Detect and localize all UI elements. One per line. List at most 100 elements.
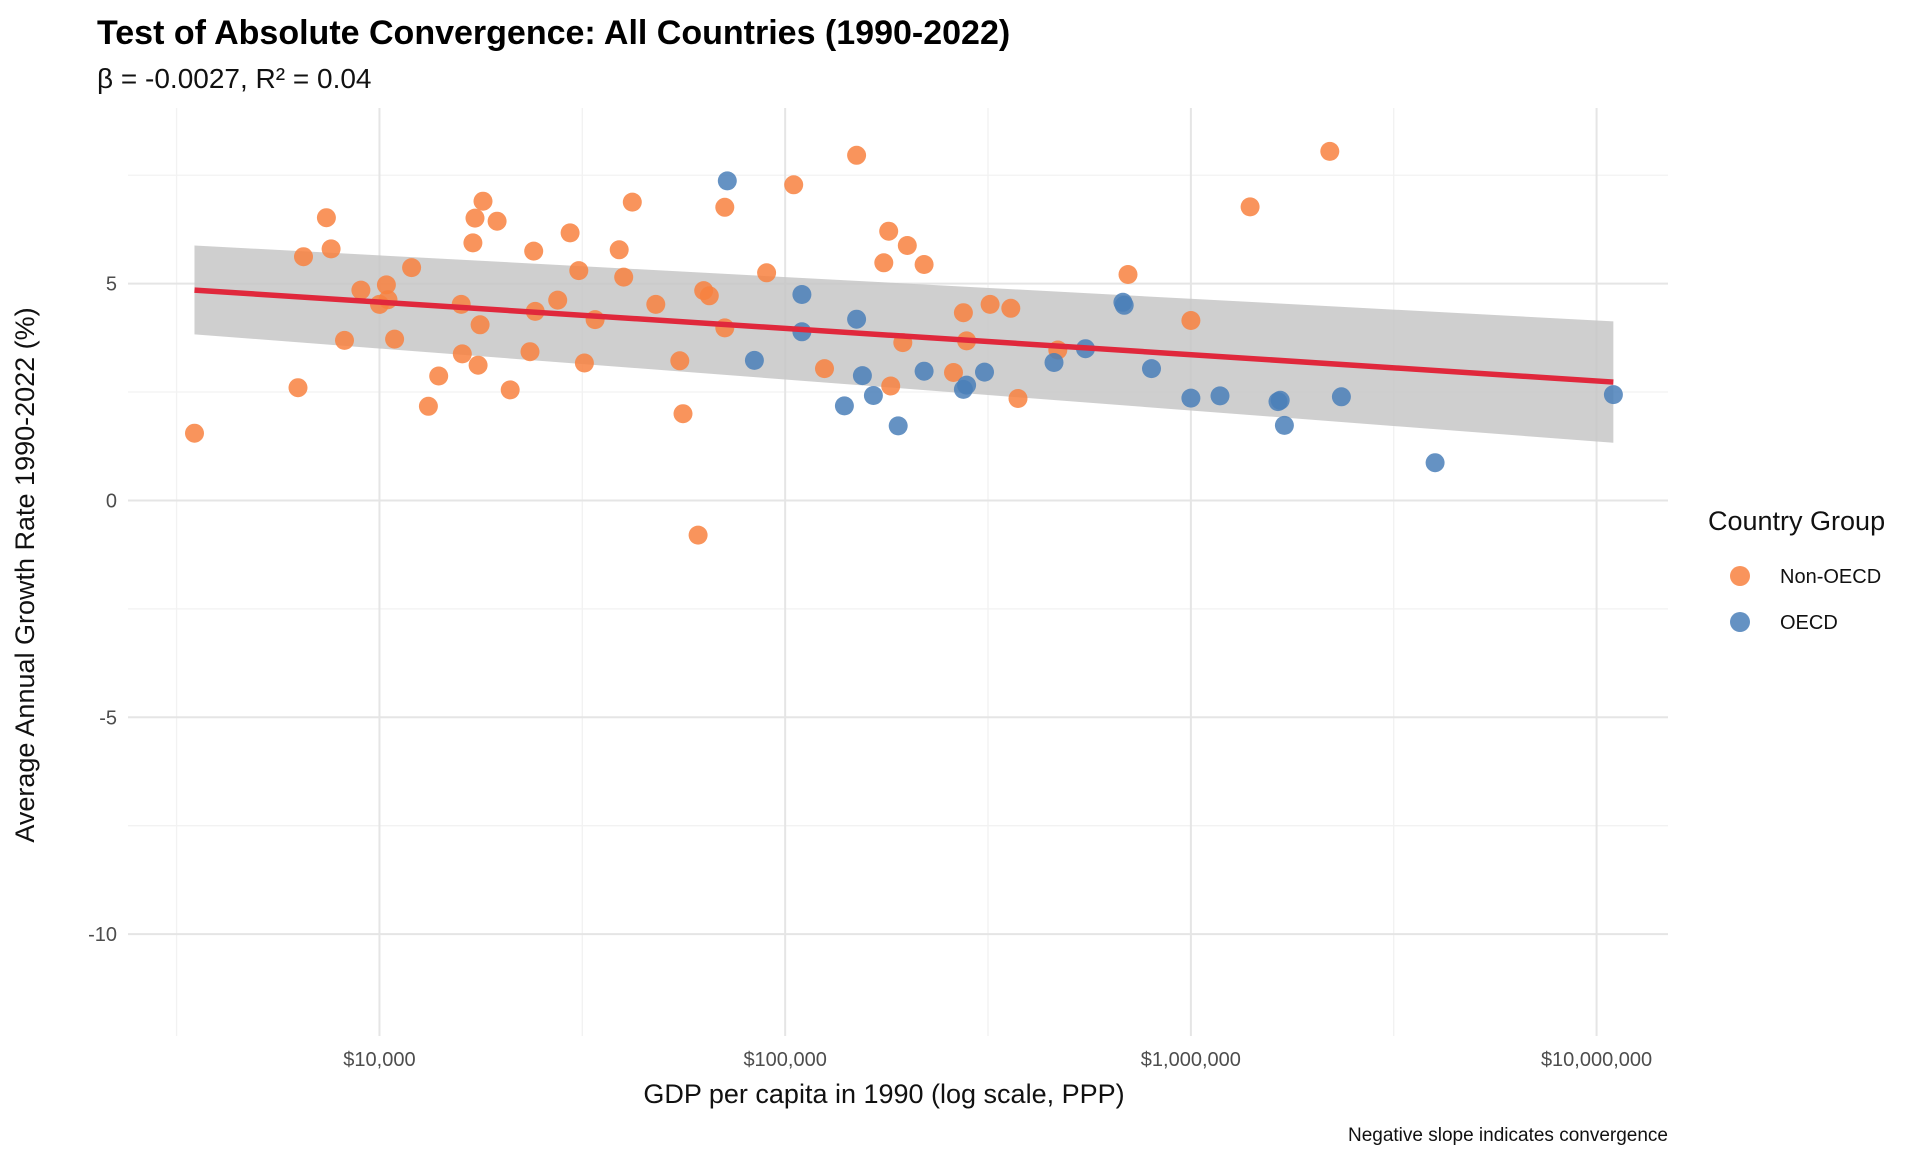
data-point (1603, 385, 1623, 405)
data-point (975, 362, 994, 382)
data-point (1274, 415, 1294, 435)
x-axis-title: GDP per capita in 1990 (log scale, PPP) (643, 1079, 1124, 1109)
data-point (715, 197, 735, 217)
data-point (757, 263, 777, 283)
data-point (673, 404, 693, 424)
data-point (953, 303, 973, 323)
data-point (500, 380, 520, 400)
data-point (294, 247, 313, 267)
data-point (574, 353, 594, 373)
points-layer (185, 141, 1623, 545)
x-tick-label: $100,000 (743, 1049, 826, 1071)
data-point (1331, 387, 1351, 407)
data-point (288, 378, 308, 398)
data-point (1210, 386, 1230, 406)
series-non-oecd (185, 141, 1340, 545)
data-point (376, 275, 396, 295)
data-point (646, 294, 666, 314)
data-point (1425, 453, 1445, 473)
x-tick-label: $10,000 (343, 1049, 415, 1071)
data-point (468, 355, 488, 375)
grid-major (128, 108, 1668, 1036)
data-point (784, 175, 804, 195)
y-tick-label: -5 (99, 707, 117, 729)
data-point (548, 290, 568, 310)
data-point (888, 416, 908, 436)
legend: Country Group Non-OECD OECD (1708, 506, 1885, 634)
data-point (569, 261, 589, 281)
data-point (688, 525, 708, 545)
data-point (1320, 141, 1340, 161)
data-point (944, 363, 963, 382)
data-point (321, 239, 341, 259)
data-point (874, 253, 894, 273)
data-point (1142, 359, 1161, 379)
legend-title: Country Group (1708, 506, 1885, 536)
data-point (463, 233, 483, 253)
legend-key (1730, 612, 1750, 632)
chart-caption: Negative slope indicates convergence (1348, 1125, 1668, 1146)
data-point (520, 342, 540, 362)
data-point (470, 315, 490, 335)
y-tick-label: -10 (88, 924, 117, 946)
data-point (487, 211, 507, 231)
data-point (418, 396, 438, 416)
data-point (473, 191, 493, 211)
data-point (717, 171, 737, 191)
data-point (465, 208, 485, 228)
data-point (980, 294, 1000, 314)
data-point (834, 396, 854, 416)
y-tick-label: 5 (106, 274, 117, 296)
data-point (1118, 265, 1138, 284)
series-oecd (717, 171, 1623, 473)
data-point (402, 258, 422, 278)
data-point (1008, 389, 1028, 408)
data-point (897, 236, 917, 255)
data-point (609, 240, 629, 260)
chart-subtitle: β = -0.0027, R² = 0.04 (97, 63, 372, 94)
data-point (385, 329, 405, 349)
data-point (847, 309, 867, 329)
y-tick-label: 0 (106, 490, 117, 512)
x-tick-label: $1,000,000 (1141, 1049, 1241, 1071)
data-point (1270, 390, 1290, 410)
data-point (815, 359, 834, 379)
data-point (1240, 197, 1260, 217)
data-point (914, 361, 934, 381)
data-point (524, 241, 544, 261)
data-point (185, 423, 204, 443)
data-point (914, 255, 934, 274)
x-axis-ticks: $10,000 $100,000 $1,000,000 $10,000,000 (343, 1049, 1652, 1071)
data-point (1114, 295, 1134, 315)
data-point (715, 318, 735, 338)
data-point (452, 344, 472, 364)
legend-label: Non-OECD (1780, 566, 1881, 588)
y-axis-ticks: -10 -5 0 5 (88, 274, 117, 946)
x-tick-label: $10,000,000 (1541, 1049, 1652, 1071)
data-point (792, 285, 812, 304)
legend-key (1730, 566, 1750, 586)
trend-line-layer (194, 287, 1614, 385)
data-point (335, 330, 354, 350)
data-point (1181, 311, 1201, 330)
data-point (1044, 353, 1064, 372)
chart-title: Test of Absolute Convergence: All Countr… (97, 14, 1010, 52)
trend-line (194, 287, 1614, 385)
data-point (699, 286, 719, 306)
y-axis-title: Average Annual Growth Rate 1990-2022 (%) (10, 307, 40, 842)
plot-area (128, 108, 1668, 1036)
data-point (744, 350, 764, 370)
data-point (670, 351, 690, 371)
data-point (622, 192, 642, 212)
data-point (1181, 388, 1201, 408)
data-point (560, 223, 580, 243)
data-point (957, 375, 977, 395)
legend-entries: Non-OECD OECD (1730, 566, 1881, 634)
legend-label: OECD (1780, 612, 1838, 634)
data-point (879, 221, 899, 241)
data-point (847, 145, 867, 165)
data-point (614, 267, 634, 287)
data-point (881, 376, 901, 396)
data-point (863, 386, 883, 405)
